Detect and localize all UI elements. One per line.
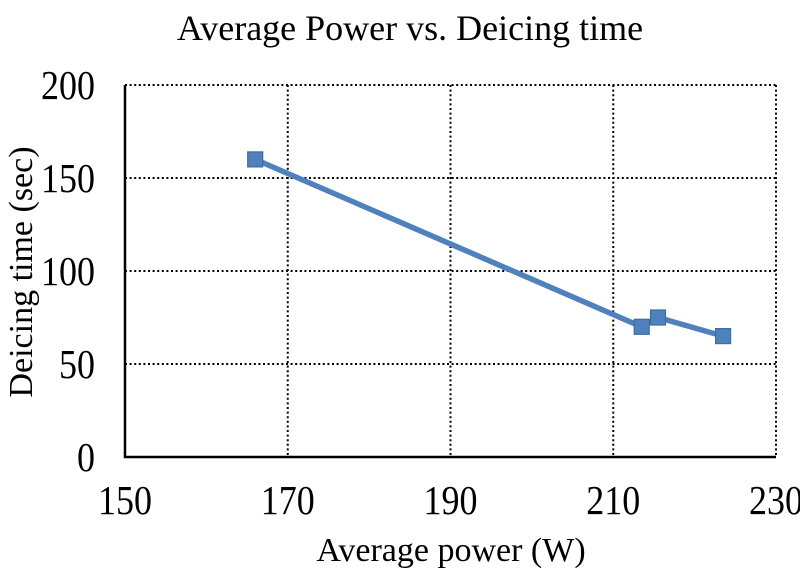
y-tick-label: 100 [41, 248, 95, 294]
y-tick-label: 200 [41, 62, 95, 108]
y-axis-title: Deicing time (sec) [3, 146, 40, 398]
y-tick-label: 0 [77, 434, 95, 480]
chart-title: Average Power vs. Deicing time [176, 8, 644, 48]
y-tick-label: 150 [41, 155, 95, 201]
data-point-marker [247, 151, 264, 168]
x-tick-label: 210 [586, 477, 641, 523]
series-line [252, 156, 726, 339]
x-tick-label: 230 [749, 477, 800, 523]
data-point-marker [715, 328, 732, 345]
axes [123, 85, 776, 459]
data-point-marker [649, 309, 667, 326]
x-tick-label: 150 [98, 477, 152, 523]
y-tick-label: 50 [59, 341, 95, 387]
x-tick-label: 190 [423, 477, 478, 523]
data-point-marker [633, 318, 650, 335]
x-tick-label: 170 [260, 477, 315, 523]
x-axis-title: Average power (W) [316, 532, 586, 569]
